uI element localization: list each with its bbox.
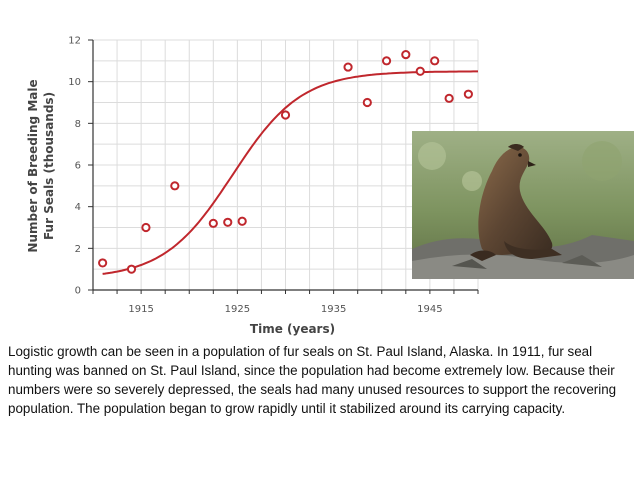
- data-point: [237, 216, 247, 226]
- x-tick-label: 1935: [321, 304, 346, 315]
- y-tick-label: 6: [75, 161, 81, 172]
- x-tick-label: 1925: [225, 304, 250, 315]
- data-point: [208, 218, 218, 228]
- data-point: [98, 258, 108, 268]
- caption-text: Logistic growth can be seen in a populat…: [8, 344, 617, 416]
- data-point: [223, 217, 233, 227]
- data-point: [463, 89, 473, 99]
- fur-seal-photo: [412, 131, 634, 279]
- data-point: [170, 181, 180, 191]
- fur-seal-chart: 0 2 4 6 8 10 12 1915 1925 1935 1945 Time (years) N…: [26, 36, 479, 336]
- y-tick-label: 12: [68, 36, 81, 47]
- x-tick-label: 1945: [417, 304, 442, 315]
- data-point: [343, 62, 353, 72]
- y-tick-label: 2: [75, 244, 81, 255]
- x-tick-label: 1915: [128, 304, 153, 315]
- data-point: [381, 56, 392, 66]
- y-tick-label: 4: [75, 202, 81, 213]
- data-point: [415, 66, 425, 76]
- data-point: [444, 93, 454, 103]
- data-point: [362, 97, 372, 108]
- y-axis-label-line2: Fur Seals (thousands): [42, 92, 56, 240]
- data-points: [98, 49, 473, 274]
- y-tick-label: 0: [75, 286, 81, 297]
- data-point: [280, 110, 291, 120]
- y-tick-label: 8: [75, 119, 81, 130]
- data-point: [430, 56, 440, 66]
- y-axis-label-line1: Number of Breeding Male: [26, 79, 40, 252]
- data-point: [401, 49, 411, 60]
- tick-marks: 0 2 4 6 8 10 12 1915 1925 1935 1945: [68, 36, 479, 315]
- x-axis-label: Time (years): [250, 322, 335, 336]
- y-tick-label: 10: [68, 77, 81, 88]
- data-point: [141, 222, 151, 233]
- logistic-curve: [102, 70, 478, 275]
- data-point: [126, 264, 137, 274]
